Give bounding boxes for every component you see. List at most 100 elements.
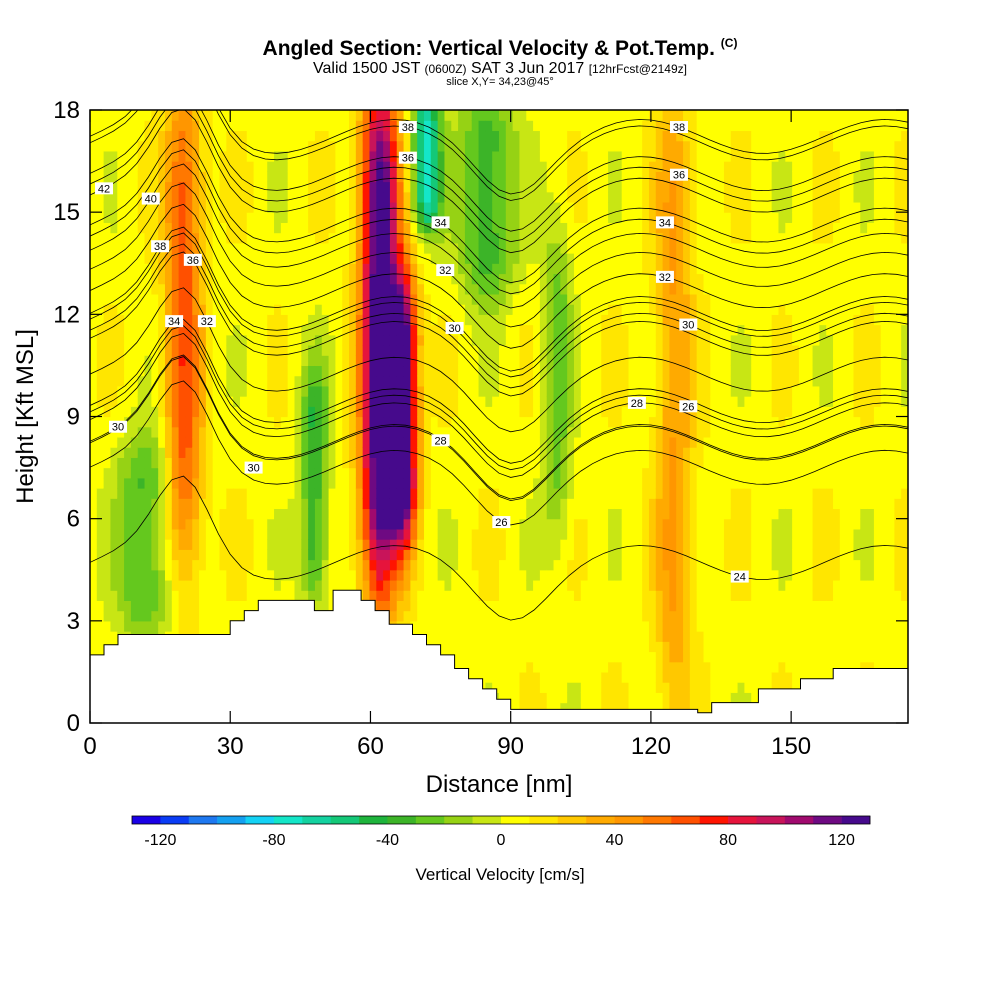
velocity-cell xyxy=(553,488,561,499)
velocity-cell xyxy=(608,539,616,550)
velocity-cell xyxy=(362,396,371,407)
velocity-cell xyxy=(212,406,221,418)
velocity-cell xyxy=(608,293,616,305)
velocity-cell xyxy=(601,293,609,305)
velocity-cell xyxy=(539,426,548,438)
velocity-cell xyxy=(226,498,234,510)
velocity-cell xyxy=(492,140,500,152)
velocity-cell xyxy=(308,396,316,407)
velocity-cell xyxy=(594,457,602,469)
velocity-cell xyxy=(335,110,343,121)
velocity-cell xyxy=(648,671,657,683)
velocity-cell xyxy=(451,559,459,571)
velocity-cell xyxy=(635,620,643,632)
velocity-cell xyxy=(376,406,384,418)
velocity-cell xyxy=(560,457,568,469)
velocity-cell xyxy=(239,130,248,142)
velocity-cell xyxy=(383,488,391,499)
velocity-cell xyxy=(430,304,439,315)
velocity-cell xyxy=(287,375,296,387)
velocity-cell xyxy=(90,263,98,275)
velocity-cell xyxy=(519,396,527,407)
velocity-cell xyxy=(308,324,316,336)
velocity-cell xyxy=(396,181,405,193)
velocity-cell xyxy=(280,385,289,397)
velocity-cell xyxy=(144,467,152,479)
velocity-cell xyxy=(553,181,561,193)
velocity-cell xyxy=(526,201,534,213)
velocity-cell xyxy=(417,253,425,264)
velocity-cell xyxy=(526,130,534,142)
velocity-cell xyxy=(464,488,473,499)
velocity-cell xyxy=(233,539,241,550)
velocity-cell xyxy=(185,498,193,510)
velocity-cell xyxy=(267,150,275,162)
velocity-cell xyxy=(144,181,152,193)
velocity-cell xyxy=(287,590,296,601)
velocity-cell xyxy=(512,304,521,315)
velocity-cell xyxy=(601,651,609,663)
velocity-cell xyxy=(335,559,343,571)
velocity-cell xyxy=(260,467,268,479)
velocity-cell xyxy=(533,334,541,346)
velocity-cell xyxy=(499,447,507,458)
velocity-cell xyxy=(349,426,357,438)
velocity-cell xyxy=(274,518,282,530)
velocity-cell xyxy=(519,273,527,285)
velocity-cell xyxy=(178,569,187,581)
velocity-cell xyxy=(219,579,227,591)
velocity-cell xyxy=(458,130,466,142)
velocity-cell xyxy=(335,150,343,162)
velocity-cell xyxy=(287,253,296,264)
velocity-cell xyxy=(383,539,391,550)
velocity-cell xyxy=(533,396,541,407)
velocity-cell xyxy=(355,150,364,162)
velocity-cell xyxy=(533,436,541,448)
velocity-cell xyxy=(178,365,187,377)
velocity-cell xyxy=(614,324,623,336)
velocity-cell xyxy=(417,110,425,121)
velocity-cell xyxy=(103,293,112,305)
velocity-cell xyxy=(635,498,643,510)
velocity-cell xyxy=(246,385,255,397)
velocity-cell xyxy=(192,273,200,285)
velocity-cell xyxy=(137,110,146,121)
velocity-cell xyxy=(389,528,398,540)
velocity-cell xyxy=(444,579,452,591)
velocity-cell xyxy=(212,120,221,132)
velocity-cell xyxy=(124,293,132,305)
velocity-cell xyxy=(614,314,623,326)
velocity-cell xyxy=(219,498,227,510)
velocity-cell xyxy=(124,242,132,254)
velocity-cell xyxy=(642,191,650,203)
velocity-cell xyxy=(587,651,596,663)
copyright-mark: (C) xyxy=(720,36,738,50)
velocity-cell xyxy=(614,375,623,387)
velocity-cell xyxy=(212,283,221,295)
velocity-cell xyxy=(410,273,418,285)
velocity-cell xyxy=(321,201,330,213)
velocity-cell xyxy=(642,651,650,663)
velocity-cell xyxy=(410,110,418,121)
velocity-cell xyxy=(519,406,527,418)
velocity-cell xyxy=(103,600,112,612)
velocity-cell xyxy=(628,426,636,438)
velocity-cell xyxy=(287,110,296,121)
velocity-cell xyxy=(233,355,241,367)
velocity-cell xyxy=(280,314,289,326)
velocity-cell xyxy=(335,222,343,234)
velocity-cell xyxy=(96,212,105,223)
velocity-cell xyxy=(335,477,343,489)
velocity-cell xyxy=(199,385,207,397)
velocity-cell xyxy=(403,334,411,346)
velocity-cell xyxy=(635,201,643,213)
velocity-cell xyxy=(192,130,200,142)
velocity-cell xyxy=(233,559,241,571)
velocity-cell xyxy=(383,528,391,540)
velocity-cell xyxy=(117,212,125,223)
velocity-cell xyxy=(185,120,193,132)
velocity-cell xyxy=(164,304,173,315)
velocity-cell xyxy=(396,355,405,367)
velocity-cell xyxy=(117,365,125,377)
velocity-cell xyxy=(362,222,371,234)
